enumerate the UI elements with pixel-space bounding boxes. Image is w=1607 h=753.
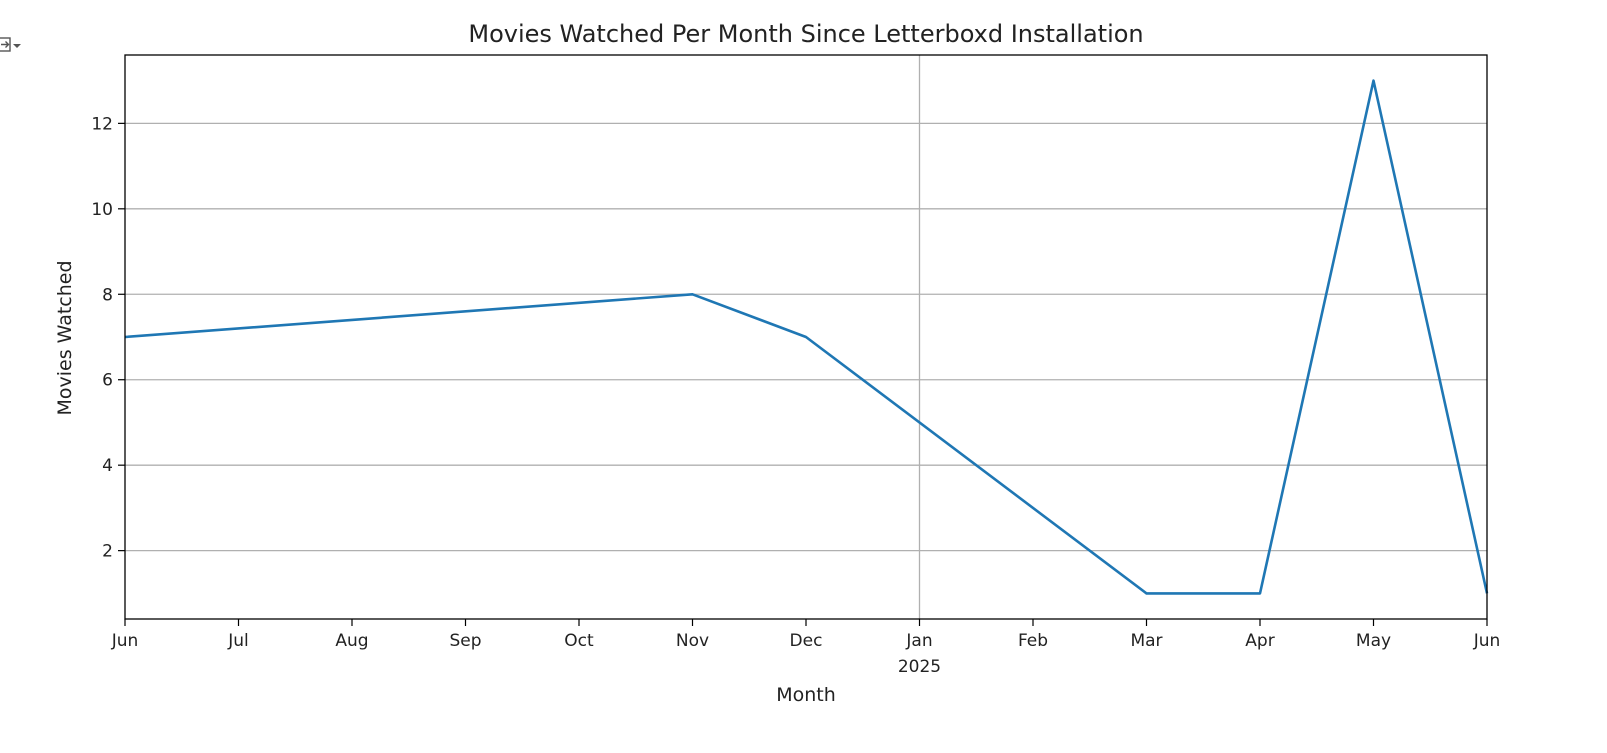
y-tick-label: 4	[102, 456, 113, 476]
x-tick-label: Nov	[676, 631, 709, 651]
chart-title: Movies Watched Per Month Since Letterbox…	[468, 20, 1143, 48]
y-axis-label: Movies Watched	[54, 260, 76, 415]
x-tick-label: Jan	[905, 631, 932, 651]
x-tick-year-label: 2025	[898, 657, 941, 677]
series-layer	[124, 79, 1489, 595]
y-axis-ticks: 2 4 6 8 10 12	[91, 114, 125, 562]
y-tick-label: 2	[102, 542, 113, 562]
x-axis-ticks: Jun Jul Aug Sep Oct Nov Dec Jan 2025 Feb Mar Apr May…	[111, 619, 1501, 677]
y-tick-label: 12	[91, 114, 113, 134]
series-line	[124, 79, 1489, 595]
x-tick-label: Aug	[335, 631, 368, 651]
x-tick-label: Sep	[449, 631, 481, 651]
y-tick-label: 8	[102, 285, 113, 305]
x-tick-label: Oct	[564, 631, 594, 651]
x-axis-label: Month	[776, 684, 836, 706]
plot-frame	[124, 54, 1488, 620]
x-tick-label: Jun	[111, 631, 139, 651]
x-tick-label: Apr	[1245, 631, 1274, 651]
x-tick-label: Feb	[1018, 631, 1048, 651]
x-tick-label: May	[1356, 631, 1391, 651]
output-toggle-icon[interactable]	[0, 30, 26, 60]
x-tick-label: Dec	[790, 631, 823, 651]
grid-lines	[125, 55, 1487, 619]
x-tick-label: Mar	[1130, 631, 1162, 651]
y-tick-label: 6	[102, 371, 113, 391]
y-tick-label: 10	[91, 200, 113, 220]
x-tick-label: Jun	[1473, 631, 1501, 651]
x-tick-label: Jul	[227, 631, 249, 651]
